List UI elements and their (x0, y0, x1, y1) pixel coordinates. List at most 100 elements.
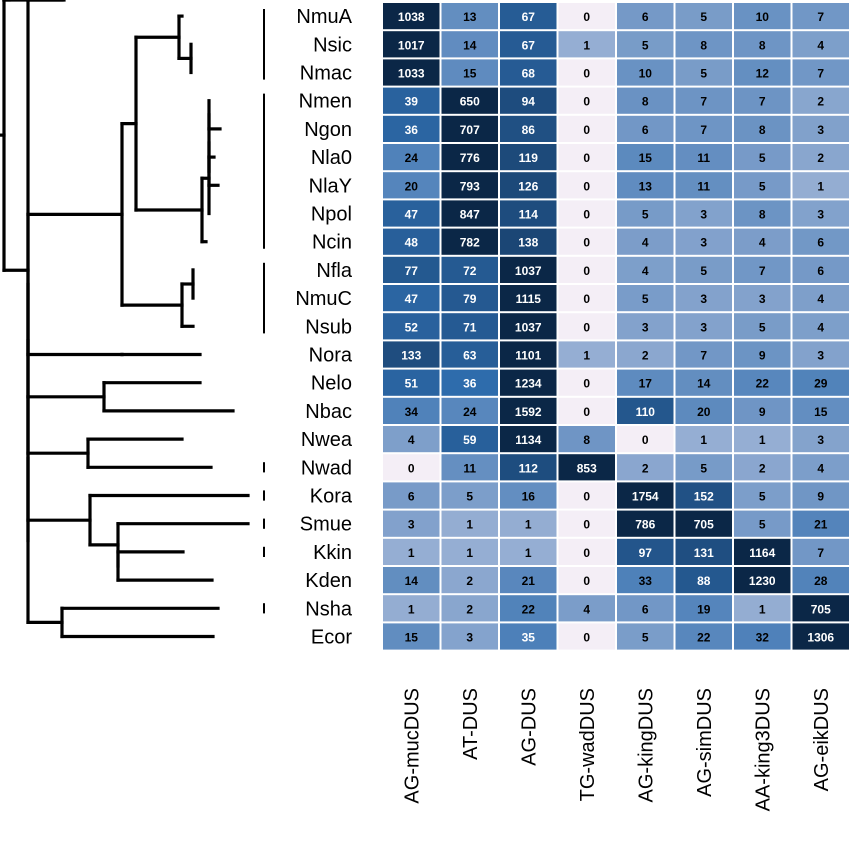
heatmap-cell-Smue-AT-DUS (441, 510, 498, 537)
row-label: NmuC (295, 288, 352, 310)
heatmap-cell-NmuA-AG-DUS (500, 3, 557, 30)
heatmap-cell-Nbac-AT-DUS (441, 397, 498, 424)
column-label: AT-DUS (460, 688, 482, 760)
heatmap-cell-Nwea-AT-DUS (441, 426, 498, 453)
heatmap-value: 39 (405, 95, 419, 109)
row-label: NlaY (309, 175, 352, 197)
heatmap-cell-Nelo-AG-DUS (500, 369, 557, 396)
heatmap-value: 5 (759, 518, 766, 532)
heatmap-value: 110 (636, 405, 656, 419)
heatmap-cell-Ecor-AT-DUS (441, 623, 498, 650)
heatmap-value: 29 (814, 377, 828, 391)
row-label: Nfla (316, 260, 352, 282)
heatmap-cell-Nsic-AG-simDUS (675, 31, 732, 58)
heatmap-cell-Npol-AG-eikDUS (792, 200, 849, 227)
heatmap-cell-Nsub-AG-simDUS (675, 313, 732, 340)
heatmap-value: 1 (466, 546, 473, 560)
heatmap-cell-Nora-AT-DUS (441, 341, 498, 368)
heatmap-value: 13 (463, 10, 477, 24)
heatmap-cell-Npol-AG-mucDUS (383, 200, 440, 227)
heatmap-value: 59 (463, 433, 477, 447)
heatmap-value: 782 (460, 236, 480, 250)
heatmap-cell-Nsub-TG-wadDUS (558, 313, 615, 340)
heatmap-cell-Nwea-AG-kingDUS (617, 426, 674, 453)
heatmap-cell-Nbac-AG-kingDUS (617, 397, 674, 424)
heatmap-value: 32 (756, 631, 770, 645)
heatmap-cell-Nsic-AG-kingDUS (617, 31, 674, 58)
heatmap-value: 51 (405, 377, 419, 391)
column-labels: AG-mucDUS AT-DUS AG-DUS TG-wadDUS AG-kingDUS… (401, 688, 833, 811)
heatmap-value: 7 (759, 95, 766, 109)
heatmap-cell-Nfla-AG-kingDUS (617, 256, 674, 283)
heatmap-value: 0 (583, 95, 590, 109)
heatmap-value: 4 (817, 292, 824, 306)
heatmap-value: 19 (697, 602, 711, 616)
row-label: Ecor (311, 627, 352, 649)
heatmap-value: 2 (759, 461, 766, 475)
heatmap-cell-Nwad-AA-king3DUS (734, 454, 791, 481)
heatmap-value: 4 (408, 433, 415, 447)
heatmap-value: 10 (639, 67, 653, 81)
heatmap-value: 1 (700, 433, 707, 447)
heatmap-cell-NmuC-AG-simDUS (675, 285, 732, 312)
heatmap-cell-Nwea-AG-eikDUS (792, 426, 849, 453)
heatmap-cell-Nsic-AG-eikDUS (792, 31, 849, 58)
heatmap-cell-NmuA-TG-wadDUS (558, 3, 615, 30)
heatmap-value: 1 (759, 433, 766, 447)
heatmap-value: 5 (759, 320, 766, 334)
heatmap-cell-Ecor-TG-wadDUS (558, 623, 615, 650)
heatmap-cell-Nwad-TG-wadDUS (558, 454, 615, 481)
heatmap-value: 8 (700, 38, 707, 52)
heatmap-value: 152 (694, 490, 714, 504)
heatmap-value: 13 (639, 179, 653, 193)
heatmap-cell-NmuA-AA-king3DUS (734, 3, 791, 30)
heatmap-cell-Nsic-AT-DUS (441, 31, 498, 58)
heatmap-cell-Kora-AT-DUS (441, 482, 498, 509)
heatmap-value: 7 (817, 67, 824, 81)
heatmap-cell-Nbac-AG-DUS (500, 397, 557, 424)
column-label: AG-mucDUS (401, 688, 423, 804)
heatmap-value: 7 (817, 10, 824, 24)
heatmap-value: 2 (642, 461, 649, 475)
heatmap-cell-Nora-AG-mucDUS (383, 341, 440, 368)
row-label: Ngon (304, 119, 352, 141)
heatmap-value: 15 (405, 631, 419, 645)
heatmap-cell-Nmac-AT-DUS (441, 59, 498, 86)
heatmap-cell-Nmac-AG-simDUS (675, 59, 732, 86)
heatmap-cell-Ngon-AG-DUS (500, 115, 557, 142)
heatmap-value: 24 (405, 151, 419, 165)
heatmap-value: 2 (642, 349, 649, 363)
heatmap-value: 20 (405, 179, 419, 193)
heatmap-value: 36 (463, 377, 477, 391)
heatmap-value: 705 (811, 602, 831, 616)
column-label: AG-DUS (518, 688, 540, 766)
heatmap-value: 34 (405, 405, 419, 419)
heatmap-cell-Kden-AG-eikDUS (792, 567, 849, 594)
heatmap-value: 3 (700, 208, 707, 222)
heatmap-value: 5 (759, 179, 766, 193)
heatmap-cell-Nbac-AA-king3DUS (734, 397, 791, 424)
heatmap-value: 0 (583, 10, 590, 24)
heatmap-cell-Nfla-AG-eikDUS (792, 256, 849, 283)
heatmap-value: 16 (522, 490, 536, 504)
heatmap-cell-Nsic-AA-king3DUS (734, 31, 791, 58)
heatmap-cell-Ncin-AG-eikDUS (792, 228, 849, 255)
row-label: Nwad (301, 457, 352, 479)
heatmap-cell-Ncin-AT-DUS (441, 228, 498, 255)
heatmap-cell-Ncin-AA-king3DUS (734, 228, 791, 255)
heatmap-cell-Nmen-AT-DUS (441, 87, 498, 114)
heatmap-value: 793 (460, 179, 480, 193)
heatmap-value: 77 (405, 264, 419, 278)
heatmap-value: 15 (463, 67, 477, 81)
heatmap-cell-Ecor-AA-king3DUS (734, 623, 791, 650)
heatmap-cell-Kden-TG-wadDUS (558, 567, 615, 594)
heatmap-value: 3 (817, 433, 824, 447)
heatmap-value: 5 (642, 208, 649, 222)
heatmap-value: 2 (817, 151, 824, 165)
heatmap-cell-Ecor-AG-kingDUS (617, 623, 674, 650)
heatmap-cell-Ngon-AA-king3DUS (734, 115, 791, 142)
heatmap-value: 650 (460, 95, 480, 109)
heatmap-cell-Kora-AA-king3DUS (734, 482, 791, 509)
heatmap-cell-NmuC-AG-mucDUS (383, 285, 440, 312)
